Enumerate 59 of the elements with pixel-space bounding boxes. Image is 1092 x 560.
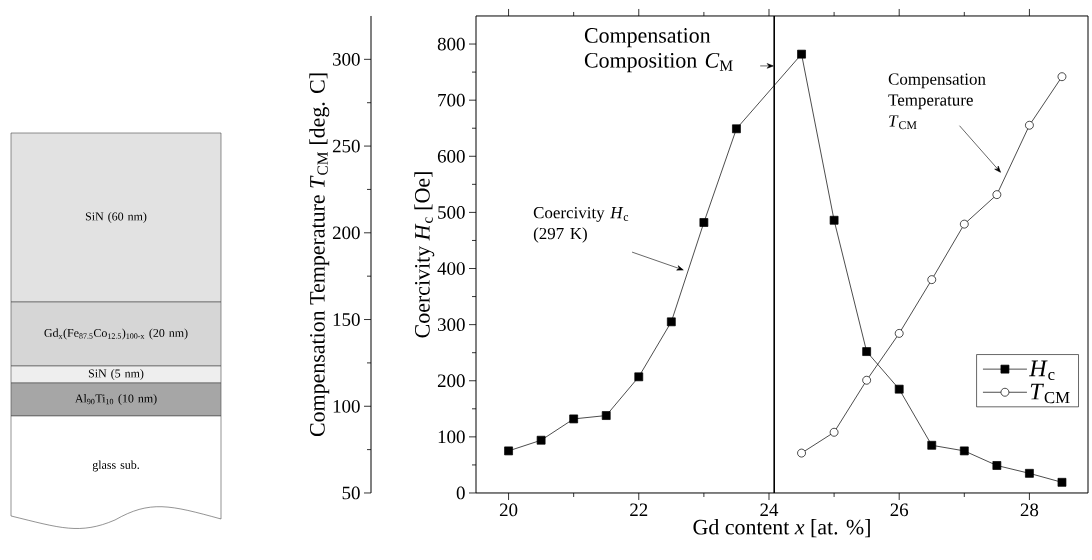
x-axis-title: Gd content x [at. %] (693, 519, 870, 538)
y2-tick-label: 250 (332, 139, 360, 153)
text: Coercivity H$_{c}$ (297 K) (533, 206, 629, 243)
text: Al$_{90}$Ti$_{10}$ (10 nm) (74, 394, 157, 405)
text: glass sub. (92, 460, 139, 472)
point (927, 440, 937, 450)
y2-tick-label: 300 (333, 52, 360, 66)
y-tick-label: 300 (438, 318, 465, 332)
point (927, 275, 937, 284)
point (666, 317, 676, 327)
y-tick-label: 500 (438, 206, 465, 219)
y-axis-title: Coercivity H$_{c}$ [Oe] (414, 172, 435, 338)
y-tick-label: 100 (438, 430, 465, 444)
point (959, 219, 969, 229)
point (569, 414, 579, 424)
y2-tick-label: 50 (342, 486, 360, 500)
point (536, 435, 546, 445)
point (829, 215, 839, 225)
point (1057, 72, 1067, 82)
y2-tick-label: 150 (333, 313, 360, 326)
point (862, 375, 871, 385)
legend-label: T$_{CM}$ (1030, 383, 1070, 404)
point (797, 448, 806, 458)
point (797, 49, 806, 59)
x-tick-label: 22 (630, 503, 648, 517)
point (504, 446, 513, 456)
point (894, 384, 904, 394)
legend-label: H$_{c}$ (1029, 360, 1055, 381)
point (699, 218, 709, 227)
point (634, 372, 644, 382)
point (601, 411, 611, 420)
x-tick-label: 26 (890, 503, 909, 517)
y-tick-label: 200 (437, 374, 465, 388)
y-tick-label: 0 (456, 486, 465, 500)
point (1025, 468, 1034, 478)
y2-tick-label: 200 (332, 226, 360, 240)
ref-line-label: Compensation Composition C$_{M}$ (584, 28, 733, 73)
text: SiN (60 nm) (85, 212, 147, 223)
x-tick-label: 28 (1020, 503, 1039, 517)
point (862, 347, 871, 356)
point (992, 190, 1002, 199)
point (894, 329, 904, 338)
text: Gd$_{x}$(Fe$_{87.5}$Co$_{12.5}$)$_{100-x}$ (20 nm) (44, 328, 188, 340)
x-tick-label: 24 (760, 503, 779, 517)
point (829, 427, 839, 437)
y-tick-label: 600 (437, 149, 465, 163)
point (959, 446, 969, 456)
y2-axis-title: Compensation Temperature T$_{CM}$ [deg. C] (309, 73, 330, 437)
y-tick-label: 700 (438, 93, 465, 107)
x-tick-label: 20 (499, 503, 518, 517)
point (1057, 477, 1067, 487)
annotation: Compensation Temperature T$_{CM}$ (888, 73, 986, 130)
y2-tick-label: 100 (333, 399, 360, 413)
point (1025, 120, 1034, 130)
y-tick-label: 400 (437, 262, 465, 275)
text: SiN (5 nm) (88, 369, 144, 380)
point (992, 461, 1002, 470)
y-tick-label: 800 (437, 37, 465, 51)
point (732, 124, 741, 134)
